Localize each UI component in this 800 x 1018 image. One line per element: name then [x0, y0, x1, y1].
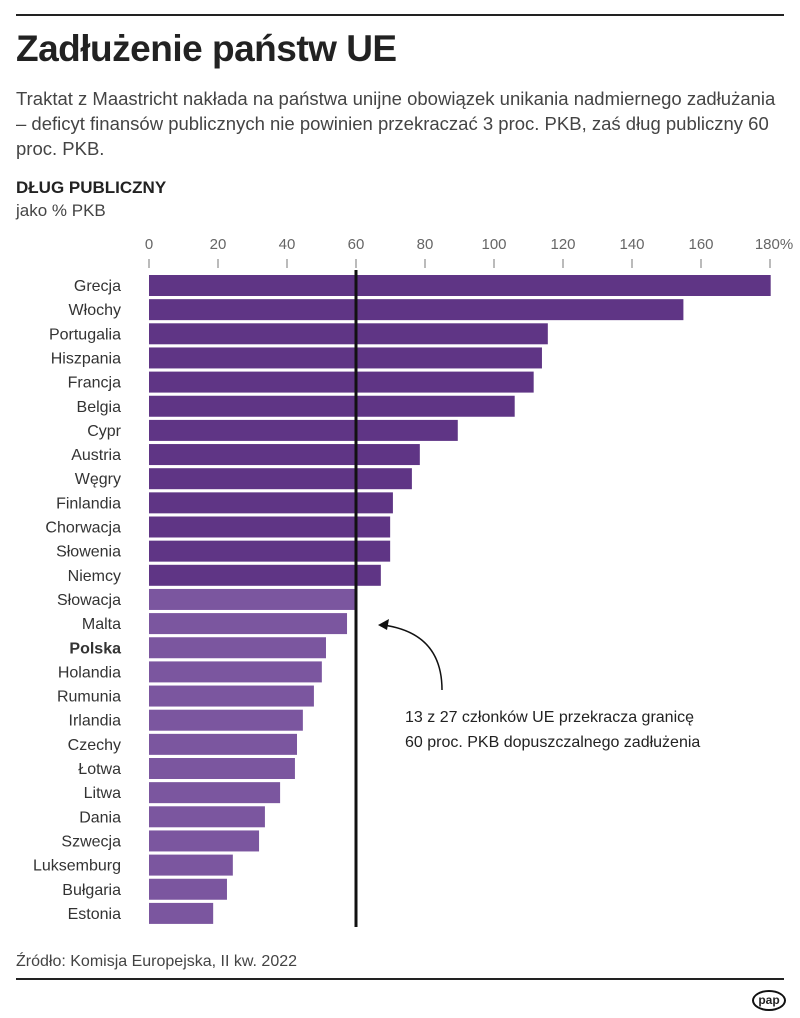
annotation-arrow [382, 624, 443, 691]
category-label: Holandia [58, 664, 121, 681]
category-label: Grecja [74, 278, 121, 295]
bottom-rule [16, 978, 784, 980]
bar-litwa [149, 782, 281, 804]
category-label: Chorwacja [45, 520, 121, 537]
bar-bułgaria [149, 878, 227, 900]
arrow-head-icon [378, 619, 389, 630]
bar-węgry [149, 468, 412, 490]
category-label: Słowenia [56, 544, 121, 561]
bar-malta [149, 613, 348, 635]
tick-label: 180% [755, 236, 793, 253]
bar-słowacja [149, 588, 355, 610]
bar-szwecja [149, 830, 260, 852]
subtitle: Traktat z Maastricht nakłada na państwa … [16, 88, 776, 159]
category-label: Luksemburg [33, 858, 121, 875]
tick-label: 160 [688, 236, 713, 253]
category-label: Czechy [68, 737, 121, 754]
tick-label: 40 [279, 236, 296, 253]
tick-label: 0 [145, 236, 153, 253]
bar-czechy [149, 733, 298, 755]
category-label: Rumunia [57, 689, 121, 706]
bar-irlandia [149, 709, 303, 731]
bar-dania [149, 806, 265, 828]
category-label: Niemcy [68, 568, 121, 585]
tick-label: 140 [619, 236, 644, 253]
bar-grecja [149, 275, 771, 296]
category-label: Polska [69, 640, 121, 657]
tick-label: 60 [348, 236, 365, 253]
category-label: Portugalia [49, 326, 121, 343]
bar-chorwacja [149, 516, 391, 538]
category-label: Estonia [68, 906, 121, 923]
category-label: Słowacja [57, 592, 121, 609]
bar-rumunia [149, 685, 314, 707]
top-rule [16, 14, 784, 16]
bar-polska [149, 637, 326, 659]
tick-label: 100 [481, 236, 506, 253]
tick-label: 120 [550, 236, 575, 253]
bar-hiszpania [149, 347, 542, 369]
category-label: Finlandia [56, 495, 121, 512]
chart-title: DŁUG PUBLICZNY [16, 178, 167, 197]
category-label: Belgia [77, 399, 122, 416]
category-label: Cypr [87, 423, 121, 440]
tick-label: 20 [210, 236, 227, 253]
bar-francja [149, 371, 534, 393]
category-label: Dania [79, 809, 121, 826]
chart-unit: jako % PKB [16, 201, 106, 220]
bar-austria [149, 444, 420, 466]
pap-logo: pap [752, 990, 786, 1011]
bar-włochy [149, 299, 684, 321]
tick-label: 80 [417, 236, 434, 253]
category-label: Łotwa [78, 761, 121, 778]
category-label: Włochy [69, 302, 121, 319]
annotation-text: 13 z 27 członków UE przekracza granicę [405, 709, 694, 726]
bar-portugalia [149, 323, 548, 345]
bar-holandia [149, 661, 322, 683]
category-label: Litwa [84, 785, 121, 802]
bar-słowenia [149, 540, 391, 562]
category-label: Bułgaria [62, 882, 121, 899]
category-label: Szwecja [61, 833, 121, 850]
bar-niemcy [149, 564, 381, 586]
source: Źródło: Komisja Europejska, II kw. 2022 [16, 953, 298, 970]
annotation-text: 60 proc. PKB dopuszczalnego zadłużenia [405, 734, 700, 751]
category-label: Hiszpania [51, 350, 121, 367]
category-label: Francja [68, 375, 121, 392]
bar-finlandia [149, 492, 393, 514]
bar-łotwa [149, 758, 295, 779]
page-title: Zadłużenie państw UE [16, 28, 397, 69]
category-label: Malta [82, 616, 121, 633]
bar-estonia [149, 902, 214, 924]
bar-cypr [149, 419, 458, 441]
category-label: Irlandia [69, 713, 122, 730]
category-label: Węgry [75, 471, 121, 488]
category-label: Austria [71, 447, 121, 464]
bar-belgia [149, 395, 515, 417]
bar-luksemburg [149, 854, 233, 876]
